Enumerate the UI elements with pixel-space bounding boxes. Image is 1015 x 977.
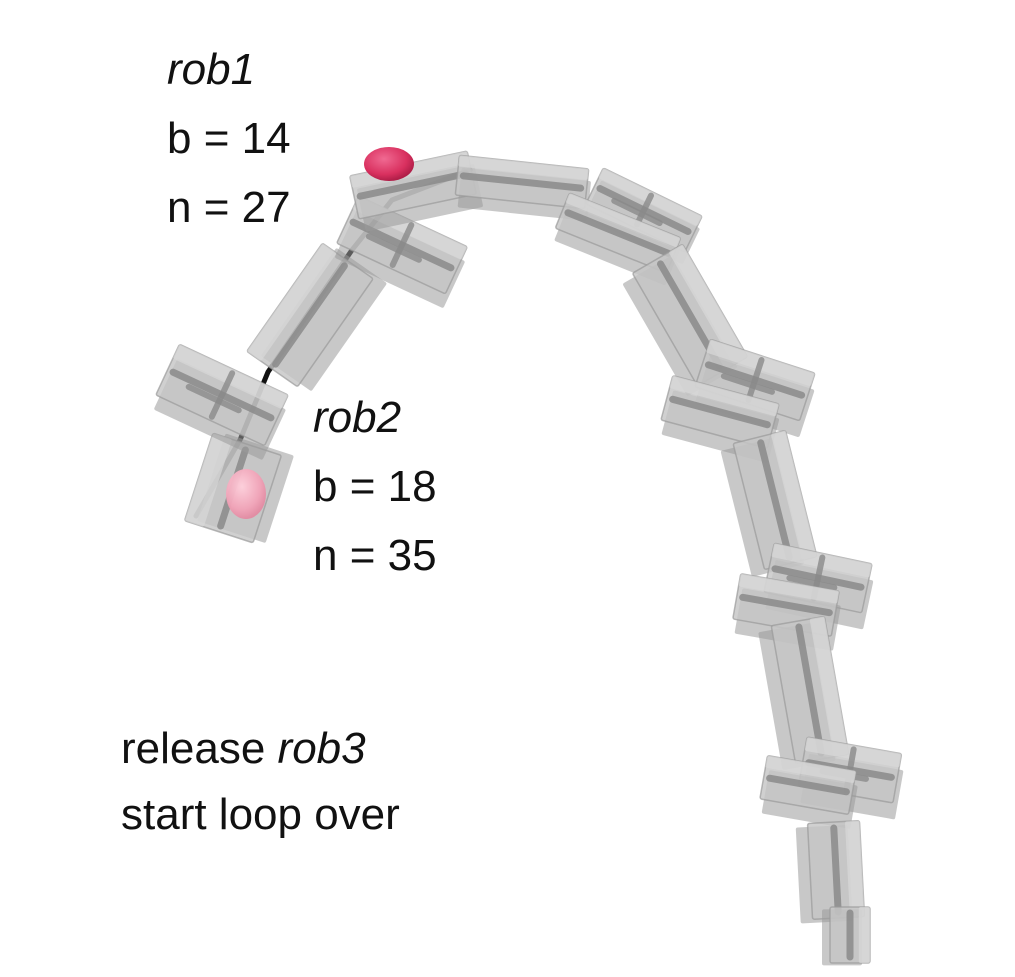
chain-block [759,755,858,829]
rob1-marker [364,147,414,181]
rob2-name: rob2 [313,393,402,442]
robot-markers [226,147,414,519]
chain-block [660,375,780,463]
instruction-robot: rob3 [277,724,366,773]
rob1-name: rob1 [167,45,256,94]
rob2-n-value: n = 35 [313,531,437,580]
chain-block [795,820,866,924]
rob1-n-value: n = 27 [167,183,291,232]
rob2-marker [226,469,266,519]
instruction-line-2: start loop over [121,790,400,839]
chain-block [454,154,591,221]
instruction-prefix: release [121,724,278,773]
chain-block [720,430,818,577]
chain-block [822,906,871,966]
block-chain [154,150,904,966]
rob1-b-value: b = 14 [167,114,291,163]
chain-block [154,344,289,460]
instruction-line-1: release rob3 [121,727,366,771]
rob2-b-value: b = 18 [313,462,437,511]
